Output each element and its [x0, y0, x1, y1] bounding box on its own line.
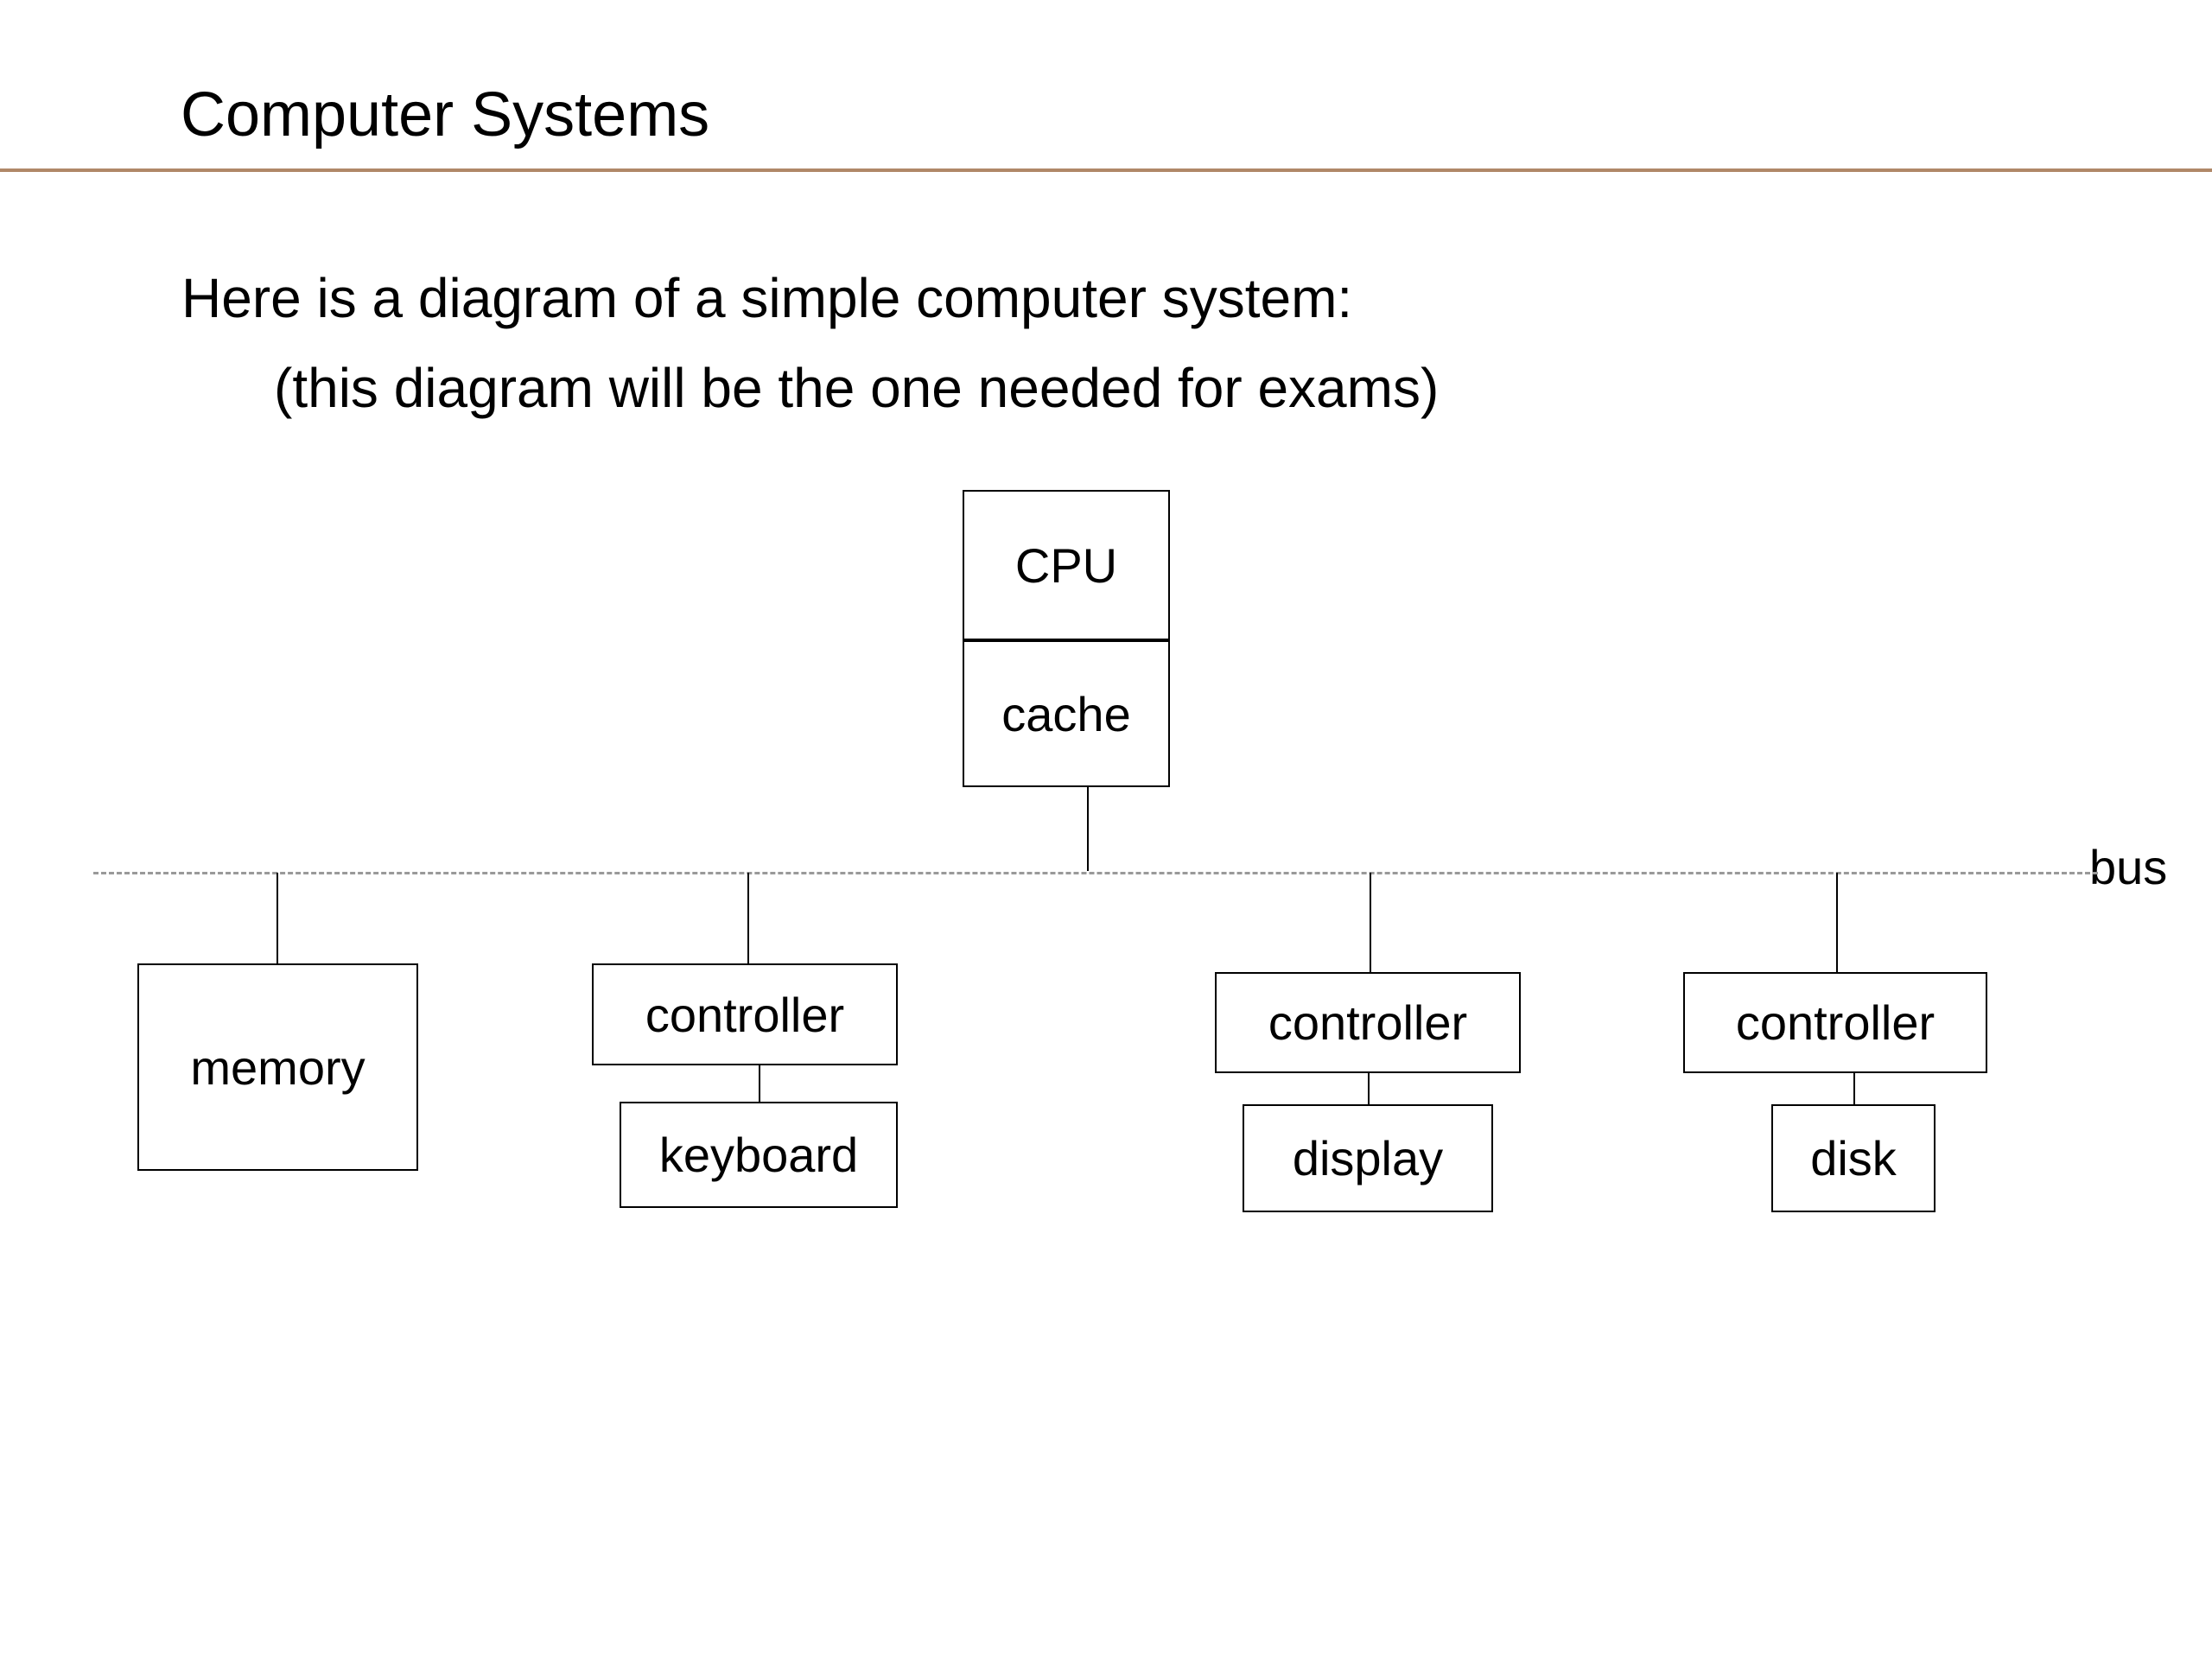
controller-display-box: controller: [1215, 972, 1521, 1073]
bus-line: [93, 872, 2098, 874]
keyboard-box: keyboard: [620, 1102, 898, 1208]
conn-bus-ctrl-kb: [747, 873, 749, 963]
intro-text: Here is a diagram of a simple computer s…: [181, 266, 1352, 330]
controller-keyboard-box: controller: [592, 963, 898, 1065]
title-underline: [0, 168, 2212, 172]
disk-box: disk: [1771, 1104, 1936, 1212]
conn-bus-ctrl-dsp: [1370, 873, 1371, 972]
controller-disk-box: controller: [1683, 972, 1987, 1073]
page-title: Computer Systems: [181, 79, 709, 150]
slide: Computer Systems Here is a diagram of a …: [0, 0, 2212, 1659]
conn-ctrl-display: [1368, 1073, 1370, 1104]
conn-bus-ctrl-dsk: [1836, 873, 1838, 972]
cache-box: cache: [963, 640, 1170, 787]
display-box: display: [1243, 1104, 1493, 1212]
conn-ctrl-disk: [1853, 1073, 1855, 1104]
cpu-box: CPU: [963, 490, 1170, 640]
bus-label: bus: [2089, 839, 2167, 895]
conn-cache-bus: [1087, 787, 1089, 871]
conn-bus-memory: [276, 873, 278, 963]
conn-ctrl-keyboard: [759, 1065, 760, 1102]
memory-box: memory: [137, 963, 418, 1171]
sub-text: (this diagram will be the one needed for…: [274, 356, 1439, 420]
